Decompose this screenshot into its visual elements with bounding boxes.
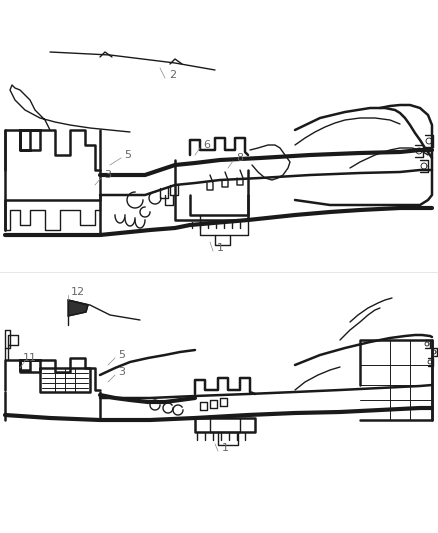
Text: 5: 5 (124, 150, 131, 160)
Text: 3: 3 (119, 367, 126, 377)
Text: 1: 1 (216, 243, 223, 253)
Polygon shape (68, 300, 88, 316)
Text: 11: 11 (23, 353, 37, 363)
Text: 1: 1 (222, 443, 229, 453)
Text: 12: 12 (71, 287, 85, 297)
Text: 2: 2 (170, 70, 177, 80)
Text: 3: 3 (105, 170, 112, 180)
Text: 8: 8 (237, 153, 244, 163)
Text: 5: 5 (119, 350, 126, 360)
Text: 6: 6 (204, 140, 211, 150)
